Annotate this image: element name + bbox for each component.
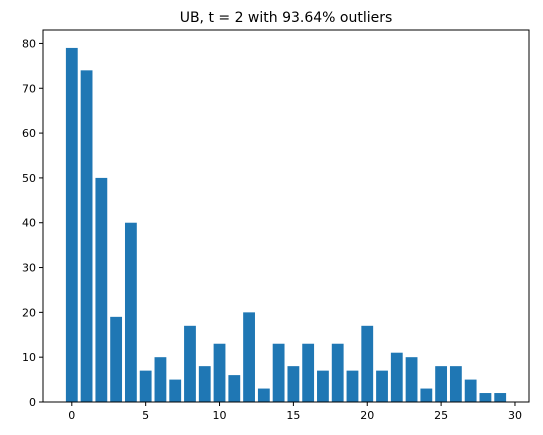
chart-title: UB, t = 2 with 93.64% outliers: [180, 10, 393, 26]
bar-15: [287, 366, 300, 402]
bar-14: [272, 343, 285, 402]
bar-18: [331, 343, 344, 402]
bar-3: [110, 316, 123, 402]
bar-22: [390, 352, 403, 402]
y-tick-label: 80: [22, 37, 36, 50]
bar-13: [257, 388, 270, 402]
x-axis: 0 5 10 15 20 25 30: [68, 402, 522, 422]
bar-19: [346, 370, 359, 402]
x-tick-label: 0: [68, 409, 75, 422]
bar-4: [124, 222, 137, 402]
bar-25: [435, 366, 448, 402]
y-tick-label: 60: [22, 127, 36, 140]
y-tick-label: 40: [22, 217, 36, 230]
bar-6: [154, 357, 167, 402]
y-tick-label: 0: [29, 396, 36, 409]
bar-29: [494, 393, 507, 402]
bar-27: [464, 379, 477, 402]
bar-8: [184, 325, 196, 402]
bar-17: [317, 370, 329, 402]
x-tick-label: 25: [434, 409, 448, 422]
bar-21: [376, 370, 388, 402]
bar-24: [420, 388, 433, 402]
x-tick-label: 10: [213, 409, 227, 422]
plot-frame: [42, 29, 530, 403]
bar-23: [405, 357, 418, 402]
x-tick-label: 30: [508, 409, 522, 422]
bar-11: [228, 375, 241, 402]
bar-9: [198, 366, 211, 402]
bar-28: [479, 393, 492, 402]
bar-1: [80, 70, 93, 403]
bar-20: [361, 325, 374, 402]
bar-26: [449, 366, 462, 402]
y-tick-label: 30: [22, 262, 36, 275]
y-axis: 0 10 20 30 40 50 60 70 80: [22, 37, 43, 409]
bar-5: [139, 370, 152, 402]
bar-16: [302, 343, 315, 402]
bar-0: [65, 47, 78, 403]
y-tick-label: 50: [22, 172, 36, 185]
x-tick-label: 15: [286, 409, 300, 422]
y-tick-label: 20: [22, 306, 36, 319]
bars-group: [65, 47, 507, 403]
x-tick-label: 5: [142, 409, 149, 422]
y-tick-label: 70: [22, 82, 36, 95]
bar-7: [169, 379, 182, 402]
bar-2: [95, 177, 108, 402]
bar-10: [213, 343, 226, 402]
x-tick-label: 20: [360, 409, 374, 422]
bar-12: [243, 312, 255, 402]
y-tick-label: 10: [22, 351, 36, 364]
